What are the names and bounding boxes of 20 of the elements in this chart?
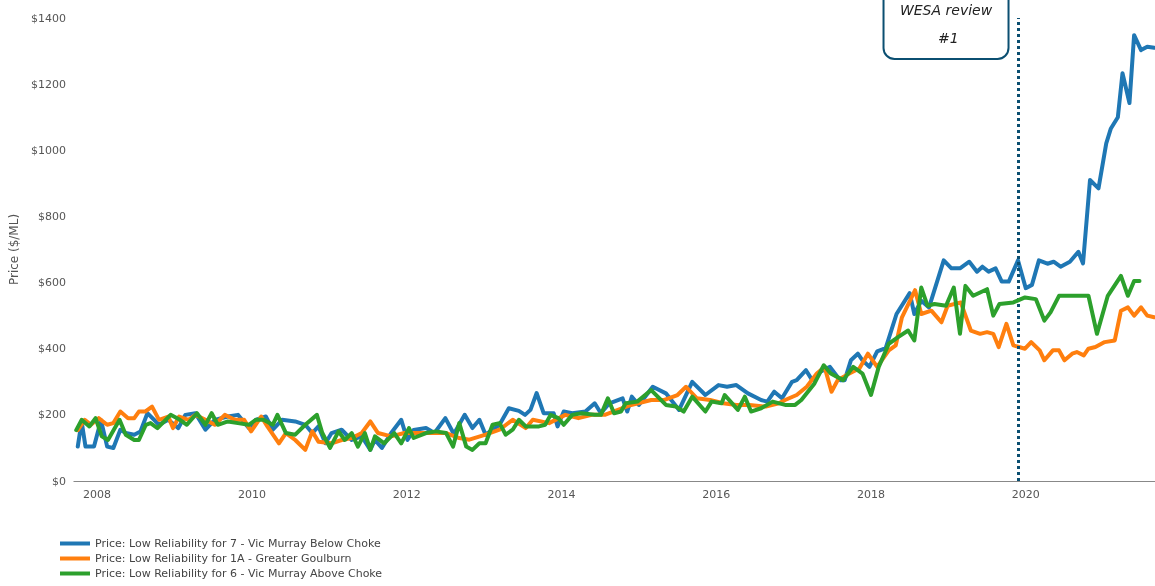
legend-label: Price: Low Reliability for 1A - Greater Goulburn [95,552,352,565]
y-tick-label: $0 [51,474,66,488]
x-tick-label: 2008 [83,488,112,501]
y-axis-title: Price ($/ML) [7,213,21,286]
x-tick-label: 2014 [547,488,576,501]
y-tick-label: $600 [37,276,66,290]
y-tick-label: $1200 [30,77,66,91]
x-tick-label: 2020 [1011,488,1040,501]
x-tick-label: 2016 [702,488,731,501]
y-tick-label: $800 [37,209,66,223]
x-tick-label: 2018 [856,488,885,501]
y-tick-label: $400 [37,342,66,356]
y-tick-label: $1000 [30,143,66,157]
legend-label: Price: Low Reliability for 6 - Vic Murray Above Choke [95,567,383,580]
x-tick-label: 2010 [237,488,266,501]
y-tick-label: $200 [37,408,66,422]
x-tick-label: 2012 [392,488,421,501]
ref-line-label: WESA review #1 [899,2,993,46]
y-tick-label: $1400 [30,11,66,25]
legend-label: Price: Low Reliability for 7 - Vic Murray Below Choke [95,537,381,550]
